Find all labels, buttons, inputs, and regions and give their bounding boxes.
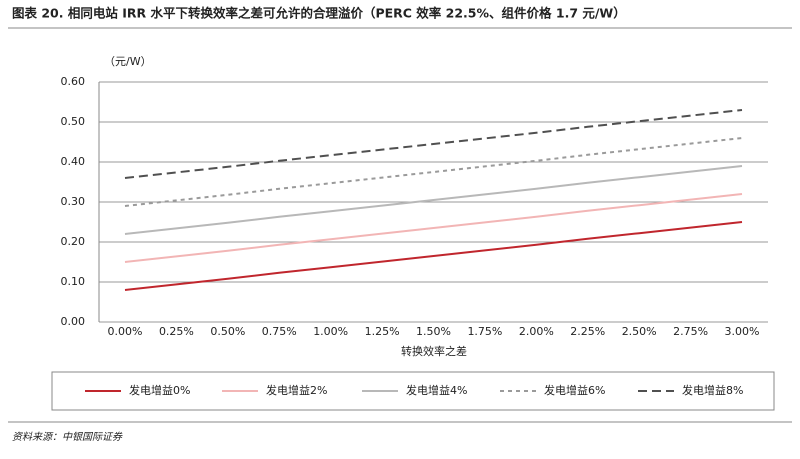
x-tick-label: 2.75% bbox=[673, 325, 708, 338]
y-tick-label: 0.50 bbox=[61, 115, 86, 128]
source: 资料来源：中银国际证券 bbox=[12, 431, 123, 443]
legend-label: 发电增益4% bbox=[406, 383, 467, 397]
x-tick-label: 0.25% bbox=[159, 325, 194, 338]
chart-title: 图表 20. 相同电站 IRR 水平下转换效率之差可允许的合理溢价（PERC 效… bbox=[12, 6, 626, 21]
y-tick-label: 0.60 bbox=[61, 75, 86, 88]
series-line bbox=[124, 137, 743, 207]
x-tick-label: 2.25% bbox=[570, 325, 605, 338]
x-tick-label: 1.25% bbox=[365, 325, 400, 338]
x-tick-label: 0.00% bbox=[108, 325, 143, 338]
x-tick-label: 1.50% bbox=[416, 325, 451, 338]
legend-label: 发电增益2% bbox=[266, 383, 327, 397]
series-line bbox=[124, 193, 743, 263]
x-tick-label: 1.75% bbox=[467, 325, 502, 338]
x-tick-label: 2.00% bbox=[519, 325, 554, 338]
x-tick-label: 0.75% bbox=[262, 325, 297, 338]
y-tick-label: 0.10 bbox=[61, 275, 86, 288]
y-tick-label: 0.20 bbox=[61, 235, 86, 248]
x-tick-label: 1.00% bbox=[313, 325, 348, 338]
series-line bbox=[124, 109, 743, 179]
legend-label: 发电增益8% bbox=[682, 383, 743, 397]
legend-box bbox=[51, 371, 775, 411]
x-tick-label: 0.50% bbox=[210, 325, 245, 338]
x-tick-label: 3.00% bbox=[725, 325, 760, 338]
x-tick-label: 2.50% bbox=[622, 325, 657, 338]
series-line bbox=[124, 221, 743, 291]
legend-label: 发电增益0% bbox=[129, 383, 190, 397]
legend-label: 发电增益6% bbox=[544, 383, 605, 397]
series-line bbox=[124, 165, 743, 235]
x-axis-label: 转换效率之差 bbox=[401, 344, 467, 358]
y-tick-label: 0.00 bbox=[61, 315, 86, 328]
y-tick-label: 0.30 bbox=[61, 195, 86, 208]
y-unit-label: （元/W） bbox=[104, 55, 152, 68]
y-tick-label: 0.40 bbox=[61, 155, 86, 168]
